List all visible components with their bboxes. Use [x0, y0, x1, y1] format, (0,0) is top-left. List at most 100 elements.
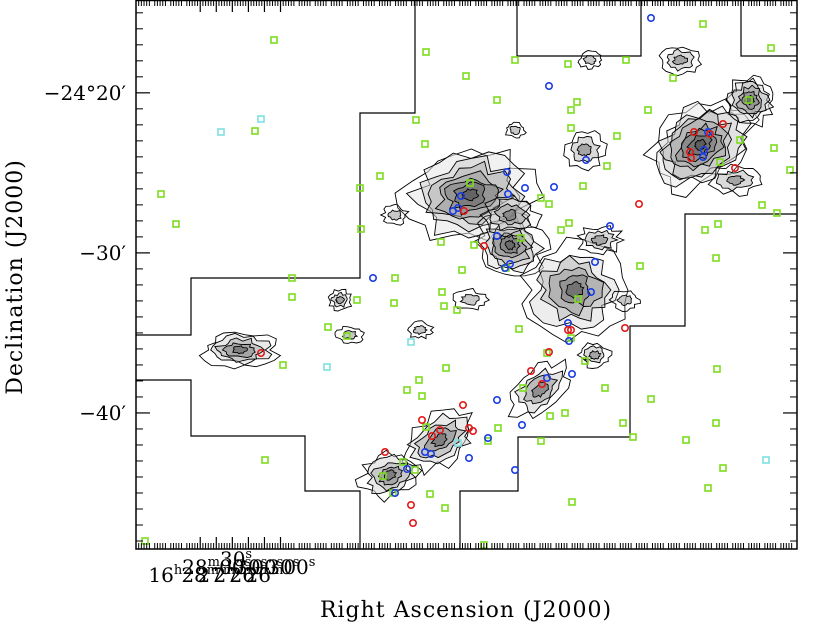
- contour-clump: [577, 50, 603, 70]
- x-axis-title: Right Ascension (J2000): [320, 598, 612, 623]
- source-circle-marker: [492, 395, 501, 404]
- contour-level: [616, 294, 633, 307]
- source-circle-marker: [492, 232, 501, 241]
- source-square-marker: [440, 302, 448, 310]
- contour-clump: [707, 163, 763, 197]
- source-circle-marker: [544, 347, 553, 356]
- series-circle-2: [368, 14, 712, 497]
- y-tick-label: −40′: [79, 401, 126, 425]
- source-circle-marker: [408, 518, 417, 527]
- source-circle-marker: [435, 425, 444, 434]
- x-tick-label: 26m30s: [230, 555, 300, 587]
- source-circle-marker: [686, 154, 695, 163]
- source-square-marker: [682, 436, 690, 444]
- contour-clump: [394, 148, 545, 242]
- source-square-marker: [712, 254, 720, 262]
- source-circle-marker: [483, 433, 492, 442]
- contour-clump: [379, 203, 410, 226]
- source-circle-marker: [456, 192, 465, 201]
- contour-level: [588, 350, 602, 360]
- source-square-marker: [557, 226, 565, 234]
- source-square-marker: [356, 184, 364, 192]
- source-square-marker: [537, 437, 545, 445]
- source-circle-marker: [544, 82, 553, 91]
- x-tick-label: 27m00s: [213, 555, 283, 587]
- source-square-marker: [379, 472, 387, 480]
- source-square-marker: [437, 238, 445, 246]
- source-circle-marker: [500, 263, 509, 272]
- source-circle-marker: [402, 464, 411, 473]
- source-square-marker: [411, 466, 419, 474]
- source-circle-marker: [581, 156, 590, 165]
- source-square-marker: [453, 306, 461, 314]
- source-square-marker: [390, 299, 398, 307]
- source-circle-marker: [590, 257, 599, 266]
- contour-level: [726, 175, 746, 186]
- source-circle-marker: [427, 431, 436, 440]
- source-circle-marker: [705, 130, 714, 139]
- contour-clump: [507, 358, 571, 420]
- source-square-marker: [399, 458, 407, 466]
- source-square-marker: [581, 357, 589, 365]
- source-square-marker: [407, 338, 415, 346]
- contour-clump: [519, 236, 629, 344]
- source-circle-marker: [718, 120, 727, 129]
- source-square-marker: [157, 190, 165, 198]
- source-markers: [141, 14, 794, 549]
- source-circle-marker: [503, 190, 512, 199]
- source-square-marker: [714, 220, 722, 228]
- source-square-marker: [537, 194, 545, 202]
- source-circle-marker: [586, 287, 595, 296]
- frame-rect: [135, 0, 798, 550]
- contour-clump: [505, 121, 527, 139]
- contour-level: [590, 234, 609, 246]
- source-square-marker: [466, 179, 474, 187]
- source-square-marker: [546, 412, 554, 420]
- source-square-marker: [636, 262, 644, 270]
- source-circle-marker: [542, 373, 551, 382]
- source-square-marker: [713, 365, 721, 373]
- source-circle-marker: [420, 447, 429, 456]
- source-square-marker: [573, 98, 581, 106]
- source-square-marker: [454, 439, 462, 447]
- contour-level: [502, 208, 517, 222]
- source-square-marker: [357, 225, 365, 233]
- coverage-edge: [516, 0, 642, 57]
- source-circle-marker: [368, 273, 377, 282]
- contour-clump: [327, 288, 353, 312]
- source-square-marker: [719, 464, 727, 472]
- source-square-marker: [773, 209, 781, 217]
- source-square-marker: [561, 409, 569, 417]
- source-square-marker: [603, 162, 611, 170]
- x-tick-label: 26m00s: [246, 555, 316, 587]
- source-square-marker: [519, 384, 527, 392]
- source-square-marker: [767, 44, 775, 52]
- source-circle-marker: [537, 379, 546, 388]
- source-square-marker: [493, 96, 501, 104]
- source-square-marker: [712, 419, 720, 427]
- y-tick-label: −24°20′: [44, 81, 127, 105]
- source-circle-marker: [458, 400, 467, 409]
- source-circle-marker: [703, 128, 712, 137]
- source-square-marker: [622, 56, 630, 64]
- source-square-marker: [442, 364, 450, 372]
- contour-level: [387, 209, 402, 221]
- source-circle-marker: [549, 183, 558, 192]
- source-circle-marker: [526, 366, 535, 375]
- series-square-1: [217, 115, 770, 464]
- source-square-marker: [567, 124, 575, 132]
- source-square-marker: [418, 392, 426, 400]
- source-square-marker: [353, 296, 361, 304]
- source-square-marker: [669, 74, 677, 82]
- source-square-marker: [517, 234, 525, 242]
- source-square-marker: [601, 384, 609, 392]
- source-square-marker: [568, 498, 576, 506]
- source-circle-marker: [390, 488, 399, 497]
- source-square-marker: [288, 293, 296, 301]
- source-circle-marker: [479, 242, 488, 251]
- source-square-marker: [704, 484, 712, 492]
- source-square-marker: [441, 504, 449, 512]
- source-circle-marker: [510, 465, 519, 474]
- source-square-marker: [567, 106, 575, 114]
